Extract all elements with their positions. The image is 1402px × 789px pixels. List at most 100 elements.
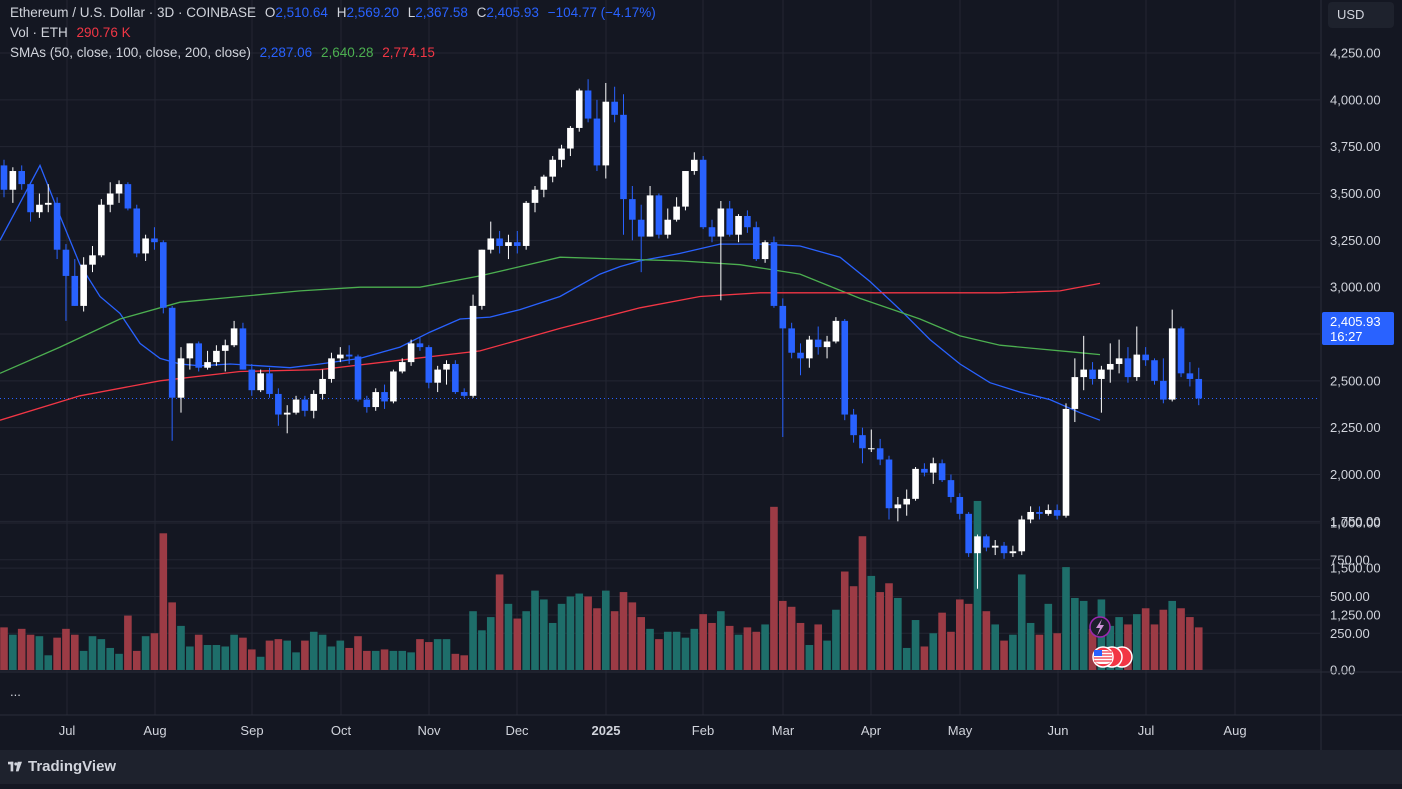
- volume-bar: [478, 630, 486, 670]
- volume-bar: [71, 634, 79, 670]
- volume-bar: [230, 634, 238, 670]
- more-options-button[interactable]: ...: [10, 684, 21, 699]
- candle-body: [726, 208, 733, 235]
- tradingview-logo[interactable]: TradingView: [8, 758, 116, 775]
- price-tick-label: 4,000.00: [1330, 92, 1381, 107]
- candle-body: [903, 498, 910, 505]
- volume-bar: [787, 606, 796, 670]
- currency-button[interactable]: USD: [1328, 2, 1394, 28]
- volume-bar: [62, 628, 70, 670]
- candle-body: [1142, 354, 1149, 361]
- volume-bar: [947, 631, 955, 670]
- price-tick-label: 3,000.00: [1330, 280, 1381, 295]
- candle-body: [283, 412, 291, 415]
- candle-body: [248, 369, 256, 391]
- sma-row[interactable]: SMAs (50, close, 100, close, 200, close)…: [10, 43, 661, 63]
- candle-body: [98, 204, 105, 256]
- sma50-line: [0, 163, 1101, 421]
- candle-body: [806, 339, 813, 359]
- volume-bar: [416, 639, 424, 670]
- ohlc-row: Ethereum / U.S. Dollar · 3D · COINBASE O…: [10, 3, 661, 23]
- candle-body: [257, 373, 264, 391]
- candle-body: [1089, 369, 1096, 379]
- month-tick-label: Nov: [417, 723, 441, 738]
- volume-bar: [248, 649, 256, 670]
- volume-bar: [283, 640, 291, 670]
- tradingview-logo-icon: [8, 761, 22, 771]
- candle-body: [1009, 551, 1017, 554]
- volume-bar: [982, 611, 991, 670]
- volume-bar: [265, 640, 274, 670]
- month-tick-label: Sep: [240, 723, 263, 738]
- us-flag-canton: [1094, 650, 1102, 656]
- volume-bar: [849, 586, 858, 670]
- candle-body: [460, 392, 468, 396]
- month-tick-label: Apr: [861, 723, 882, 738]
- candle-body: [540, 176, 548, 190]
- candle-body: [1018, 519, 1026, 552]
- volume-bar: [699, 614, 707, 670]
- volume-bar: [256, 656, 265, 670]
- sma100-value: 2,640.28: [320, 45, 374, 60]
- candle-body: [1000, 545, 1008, 554]
- candle-body: [337, 354, 344, 359]
- candle-body: [797, 352, 804, 359]
- month-tick-label: Feb: [692, 723, 714, 738]
- volume-bar: [186, 646, 194, 670]
- candle-body: [1177, 328, 1185, 374]
- volume-bar: [1079, 600, 1088, 670]
- candle-body: [868, 448, 875, 450]
- candle-body: [850, 414, 857, 436]
- volume-bar: [1150, 624, 1159, 670]
- candle-body: [372, 392, 379, 408]
- volume-bar: [1186, 617, 1194, 670]
- volume-row[interactable]: Vol · ETH 290.76 K: [10, 23, 661, 43]
- candle-body: [770, 242, 778, 306]
- change-value: −104.77 (−4.17%): [547, 5, 656, 20]
- volume-bar: [584, 596, 592, 670]
- volume-bar: [53, 637, 61, 670]
- volume-bar: [796, 622, 805, 670]
- volume-bar: [17, 628, 26, 670]
- volume-bar: [814, 624, 822, 670]
- candle-body: [522, 202, 530, 246]
- volume-bar: [389, 650, 398, 670]
- candle-body: [142, 238, 149, 254]
- symbol-title[interactable]: Ethereum / U.S. Dollar · 3D · COINBASE: [10, 5, 257, 20]
- close-value: 2,405.93: [486, 5, 539, 20]
- volume-bar: [301, 640, 309, 670]
- month-tick-label: Aug: [143, 723, 166, 738]
- volume-bar: [929, 633, 938, 670]
- candle-body: [478, 249, 486, 306]
- volume-bar: [88, 636, 97, 670]
- price-tick-label: 1,250.00: [1330, 608, 1381, 623]
- volume-bar: [902, 647, 911, 670]
- close-label: C: [476, 5, 487, 20]
- candle-body: [496, 238, 503, 246]
- volume-bar: [141, 636, 150, 670]
- candle-body: [823, 341, 831, 348]
- volume-tick-label: 750.00: [1330, 552, 1370, 567]
- candle-body: [885, 459, 893, 509]
- volume-bar: [79, 650, 88, 670]
- candle-body: [354, 356, 362, 400]
- volume-bar: [469, 611, 477, 670]
- high-value: 2,569.20: [346, 5, 399, 20]
- candle-body: [894, 504, 902, 509]
- candle-body: [407, 343, 415, 363]
- candle-body: [390, 371, 397, 402]
- candle-body: [151, 238, 158, 243]
- candle-body: [275, 393, 282, 415]
- volume-bar: [575, 593, 584, 670]
- price-tick-label: 4,250.00: [1330, 46, 1381, 61]
- volume-bar: [557, 603, 566, 670]
- price-tick-label: 1,500.00: [1330, 561, 1381, 576]
- volume-bar: [354, 636, 362, 670]
- candle-body: [1098, 369, 1105, 379]
- volume-bar: [1141, 608, 1150, 670]
- price-tick-label: 3,500.00: [1330, 186, 1381, 201]
- last-price-value: 2,405.93: [1330, 314, 1381, 329]
- volume-bar: [964, 603, 973, 670]
